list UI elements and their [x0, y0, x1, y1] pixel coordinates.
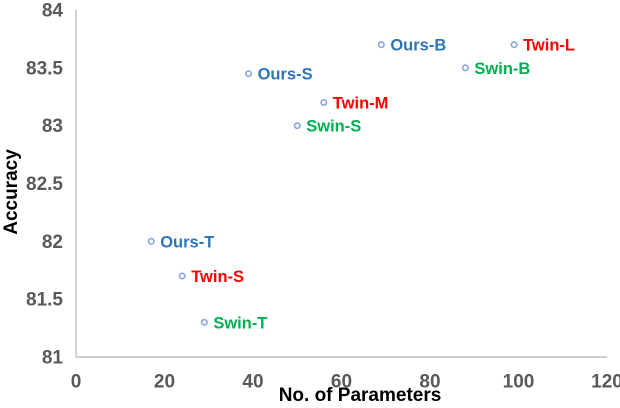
data-point-label: Twin-M: [333, 95, 389, 113]
data-point-label: Ours-S: [258, 66, 313, 84]
x-axis-title: No. of Parameters: [278, 385, 442, 406]
data-point-label: Twin-S: [191, 268, 244, 286]
x-tick-label: 20: [154, 372, 175, 393]
data-point-marker: [510, 41, 518, 49]
data-point-label: Ours-T: [160, 233, 214, 251]
x-tick-label: 0: [71, 372, 82, 393]
y-tick-label: 84: [42, 1, 64, 22]
y-tick-label: 81: [42, 348, 64, 369]
y-tick-label: 82: [42, 232, 63, 253]
data-point-marker: [147, 237, 155, 245]
y-tick-label: 82.5: [26, 174, 63, 195]
data-point-label: Twin-L: [523, 37, 575, 55]
data-point-marker: [377, 41, 385, 49]
x-tick-label: 40: [242, 372, 263, 393]
x-tick-label: 120: [591, 372, 620, 393]
data-point-label: Swin-S: [306, 118, 361, 136]
y-tick-label: 83.5: [26, 58, 63, 79]
y-axis-title: Accuracy: [1, 149, 22, 235]
x-tick-label: 100: [503, 372, 535, 393]
x-tick-label: 80: [419, 372, 440, 393]
data-point-marker: [461, 64, 469, 72]
data-point-label: Swin-T: [213, 314, 267, 332]
data-point-marker: [293, 122, 301, 130]
x-tick-label: 60: [331, 372, 352, 393]
y-tick-label: 81.5: [26, 290, 63, 311]
data-point-marker: [200, 318, 208, 326]
y-tick-label: 83: [42, 116, 63, 137]
data-point-label: Swin-B: [474, 60, 530, 78]
data-point-marker: [178, 272, 186, 280]
data-point-marker: [245, 70, 253, 78]
data-point-label: Ours-B: [390, 37, 446, 55]
data-point-marker: [320, 98, 328, 107]
